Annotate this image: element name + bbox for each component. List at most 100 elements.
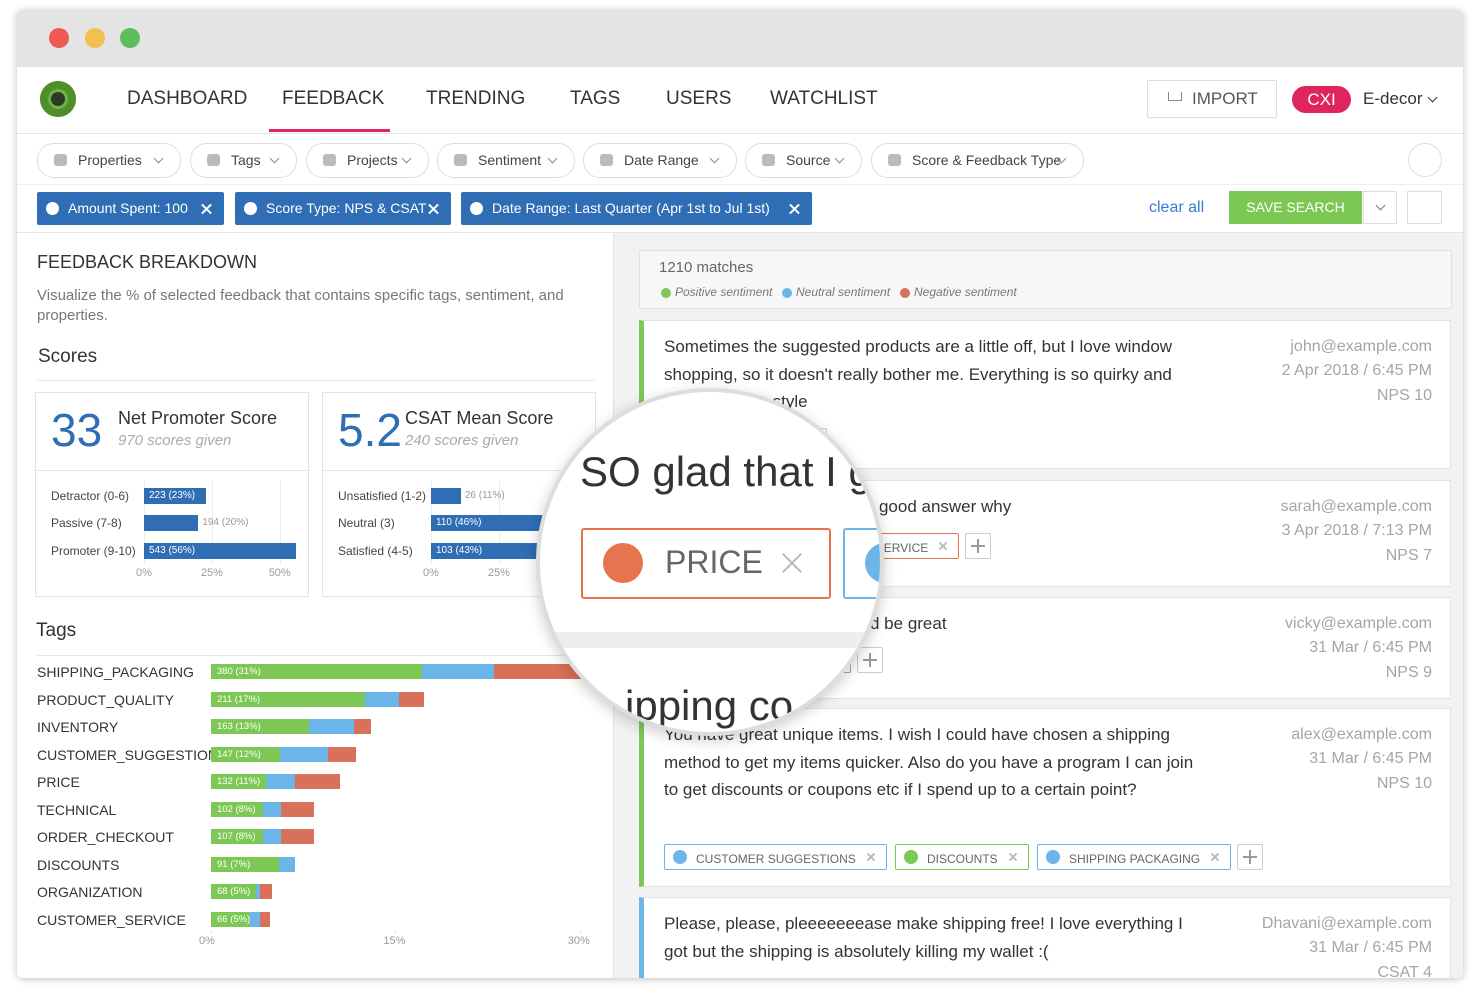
tag-label: DISCOUNTS xyxy=(927,852,998,866)
share-button[interactable] xyxy=(1407,191,1442,224)
bar-segment xyxy=(260,911,270,927)
x-tick-label: 50% xyxy=(268,567,291,579)
filter-label: Projects xyxy=(347,152,398,168)
magnified-tag: PRICE xyxy=(581,528,831,599)
active-filter-chip[interactable]: Amount Spent: 100 xyxy=(37,192,224,225)
feedback-score: CSAT 4 xyxy=(1377,964,1432,978)
legend-label: Neutral sentiment xyxy=(796,285,891,299)
section-rule xyxy=(37,655,595,656)
clear-all-link[interactable]: clear all xyxy=(1149,199,1205,216)
bar-segment xyxy=(211,829,263,844)
tag-icon xyxy=(603,543,643,583)
import-button[interactable]: IMPORT xyxy=(1147,80,1277,118)
window-button[interactable] xyxy=(49,28,69,48)
feedback-card[interactable]: Please, please, pleeeeeeease make shippi… xyxy=(639,897,1451,978)
bar-segment xyxy=(493,664,592,679)
app-content: DASHBOARD FEEDBACK TRENDING TAGS USERS WATCHL… xyxy=(17,10,1463,978)
tag-label: PRICE xyxy=(37,774,80,790)
tag-chip[interactable]: DISCOUNTS xyxy=(895,844,1029,870)
account-name[interactable]: E-decor xyxy=(1363,89,1423,108)
score-count: 240 scores given xyxy=(405,432,519,449)
value-label: 223 (23%) xyxy=(149,490,196,501)
bar-segment xyxy=(279,746,328,762)
grid-line xyxy=(211,481,213,564)
remove-icon[interactable] xyxy=(1210,852,1220,862)
bar-segment xyxy=(211,774,267,789)
window-button[interactable] xyxy=(120,28,140,48)
nav-item[interactable]: WATCHLIST xyxy=(770,88,878,109)
feedback-date: 31 Mar / 6:45 PM xyxy=(1309,939,1432,956)
score-name: CSAT Mean Score xyxy=(405,408,554,428)
filter-dropdown[interactable]: Source xyxy=(745,143,862,178)
filter-dropdown[interactable]: Tags xyxy=(190,143,297,178)
magnified-text: ipping co xyxy=(625,682,794,729)
active-filter-chip[interactable]: Score Type: NPS & CSAT xyxy=(235,192,451,225)
bar-segment xyxy=(353,719,371,734)
sort-button[interactable] xyxy=(1408,143,1442,177)
chevron-icon xyxy=(547,153,558,164)
legend-dot xyxy=(782,288,792,298)
save-search-menu[interactable] xyxy=(1363,191,1397,224)
app-window: DASHBOARD FEEDBACK TRENDING TAGS USERS WATCHL… xyxy=(17,10,1463,978)
magnifier: SO glad that I g PRICE ipping co xyxy=(536,388,884,736)
filter-icon xyxy=(207,154,220,166)
bar-segment xyxy=(309,719,354,734)
filter-label: Source xyxy=(786,152,831,168)
value-label: 110 (46%) xyxy=(436,517,482,528)
remove-icon[interactable] xyxy=(779,550,805,576)
score-count: 970 scores given xyxy=(118,432,232,449)
save-search-button[interactable]: SAVE SEARCH xyxy=(1229,191,1362,224)
remove-icon[interactable] xyxy=(1008,852,1018,862)
value-label: 380 (31%) xyxy=(217,666,261,677)
nav-item[interactable]: TAGS xyxy=(570,88,621,109)
magnified-tag xyxy=(843,528,880,599)
category-label: Detractor (0-6) xyxy=(51,489,130,503)
filter-dropdown[interactable]: Sentiment xyxy=(437,143,575,178)
filter-dropdown[interactable]: Properties xyxy=(37,143,181,178)
tag-chip[interactable]: CUSTOMER SUGGESTIONS xyxy=(664,844,887,870)
nav-item[interactable]: USERS xyxy=(666,88,732,109)
filter-dropdown[interactable]: Score & Feedback Type xyxy=(871,143,1084,178)
icon-stroke xyxy=(869,653,871,667)
filter-dropdown[interactable]: Projects xyxy=(306,143,429,178)
value-label: 66 (5%) xyxy=(217,913,251,925)
tag-icon xyxy=(865,543,880,583)
product-badge[interactable]: CXI xyxy=(1292,86,1351,113)
add-tag-button[interactable] xyxy=(857,647,883,673)
window-button[interactable] xyxy=(85,28,105,48)
feedback-email: vicky@example.com xyxy=(1285,615,1432,632)
grid-line xyxy=(279,481,281,564)
add-tag-button[interactable] xyxy=(1237,844,1263,870)
feedback-email: Dhavani@example.com xyxy=(1261,915,1432,932)
feedback-card[interactable]: You have great unique items. I wish I co… xyxy=(639,708,1451,887)
remove-icon[interactable] xyxy=(788,202,801,215)
tick-mark xyxy=(211,930,212,933)
bar-segment xyxy=(262,829,282,844)
remove-icon[interactable] xyxy=(866,852,876,862)
remove-icon[interactable] xyxy=(938,541,948,551)
filter-dropdown[interactable]: Date Range xyxy=(583,143,737,178)
remove-icon[interactable] xyxy=(200,202,213,215)
bar-segment xyxy=(211,856,279,872)
feedback-email: john@example.com xyxy=(1290,338,1432,355)
value-label: 211 (17%) xyxy=(217,693,261,705)
remove-icon[interactable] xyxy=(427,202,440,215)
add-tag-button[interactable] xyxy=(965,533,991,559)
tag-chip[interactable]: SHIPPING PACKAGING xyxy=(1037,844,1232,870)
nav-item[interactable]: TRENDING xyxy=(426,88,526,109)
feedback-score: NPS 10 xyxy=(1376,775,1432,792)
legend-label: Positive sentiment xyxy=(675,285,773,299)
breakdown-description: Visualize the % of selected feedback tha… xyxy=(37,287,564,324)
tag-label: INVENTORY xyxy=(37,719,119,735)
value-label: 163 (13%) xyxy=(217,721,261,732)
nav-item[interactable]: FEEDBACK xyxy=(282,88,385,109)
tag-label: PRICE xyxy=(665,544,763,580)
nav-item[interactable]: DASHBOARD xyxy=(127,88,248,109)
active-filter-chip[interactable]: Date Range: Last Quarter (Apr 1st to Jul… xyxy=(461,192,812,225)
filter-icon xyxy=(323,154,336,166)
filter-icon xyxy=(54,154,67,166)
chevron-icon xyxy=(1375,200,1386,211)
bar-segment xyxy=(399,691,424,707)
bar-segment xyxy=(422,664,494,679)
category-label: Satisfied (4-5) xyxy=(338,544,413,558)
